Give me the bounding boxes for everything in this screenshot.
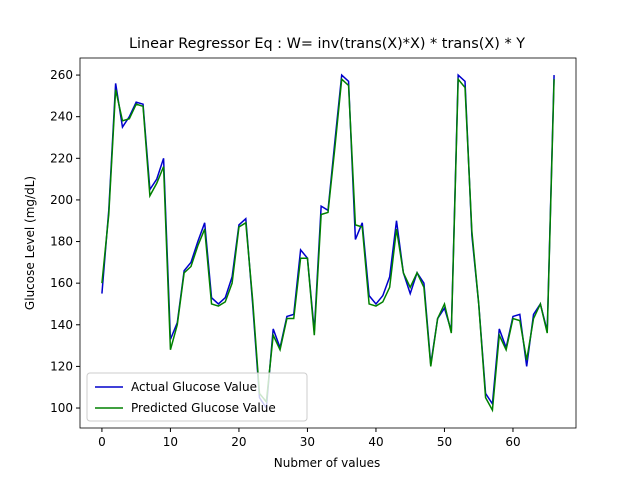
x-tick-label: 20 — [231, 435, 246, 449]
legend-box — [86, 372, 308, 422]
x-tick-label: 50 — [437, 435, 452, 449]
y-tick-label: 140 — [50, 318, 73, 332]
y-tick-label: 100 — [50, 401, 73, 415]
legend-label: Actual Glucose Value — [131, 380, 257, 394]
legend-label: Predicted Glucose Value — [131, 401, 276, 415]
x-tick-label: 0 — [98, 435, 106, 449]
x-tick-label: 10 — [163, 435, 178, 449]
y-axis-label: Glucose Level (mg/dL) — [23, 176, 37, 310]
legend: Actual Glucose Value Predicted Glucose Va… — [86, 372, 308, 422]
series-line — [101, 77, 555, 413]
y-tick-label: 160 — [50, 276, 73, 290]
plot-frame — [79, 57, 577, 429]
y-tick-label: 180 — [50, 235, 73, 249]
x-tick-label: 40 — [368, 435, 383, 449]
y-tick-label: 220 — [50, 151, 73, 165]
chart-title: Linear Regressor Eq : W= inv(trans(X)*X)… — [129, 36, 525, 52]
y-tick-label: 240 — [50, 110, 73, 124]
x-tick-label: 60 — [505, 435, 520, 449]
y-tick-label: 120 — [50, 359, 73, 373]
y-tick-label: 260 — [50, 68, 73, 82]
x-axis-label: Nubmer of values — [274, 456, 380, 470]
x-tick-label: 30 — [300, 435, 315, 449]
y-tick-label: 200 — [50, 193, 73, 207]
